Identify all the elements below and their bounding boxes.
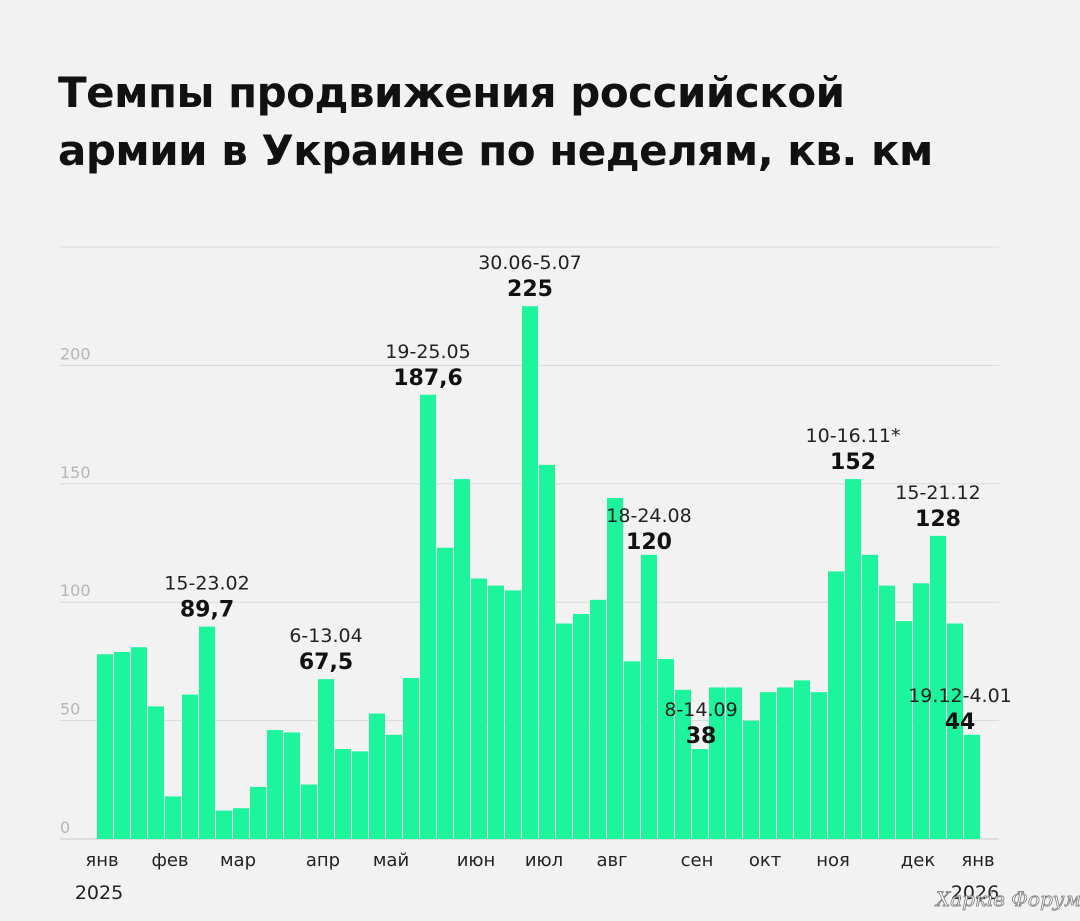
y-tick-label: 100	[60, 581, 91, 600]
bar	[267, 730, 283, 839]
x-month-label: янв	[85, 850, 118, 871]
chart-title: Темпы продвижения российской армии в Укр…	[58, 64, 1018, 180]
annotation-value: 38	[686, 724, 717, 749]
bar	[250, 786, 266, 839]
x-month-label: сен	[681, 850, 714, 871]
x-month-label: окт	[749, 850, 781, 871]
annotation-date: 30.06-5.07	[478, 252, 582, 274]
bar	[216, 810, 232, 839]
annotation-date: 18-24.08	[606, 505, 691, 527]
bar	[607, 498, 623, 839]
annotation-value: 128	[915, 507, 961, 532]
bar	[488, 585, 504, 839]
bar	[97, 654, 113, 839]
annotation-date: 10-16.11*	[806, 425, 901, 447]
y-axis-ticks: 0 50 100 150 200	[60, 344, 91, 837]
x-axis-labels: янв фев мар апр май июн июл авг сен окт ноя дек янв 2…	[75, 850, 999, 904]
bar	[913, 583, 929, 839]
x-month-label: дек	[901, 850, 936, 871]
x-month-label: авг	[596, 850, 627, 871]
x-month-label: ноя	[816, 850, 850, 871]
bar	[964, 734, 980, 839]
bar	[148, 706, 164, 839]
bar	[369, 713, 385, 839]
bar	[131, 647, 147, 839]
annotation-date: 8-14.09	[664, 699, 737, 721]
annotation-date: 6-13.04	[289, 625, 362, 647]
bar	[114, 651, 130, 839]
bar	[318, 679, 334, 839]
x-month-label: янв	[961, 850, 994, 871]
bar	[556, 623, 572, 839]
annotation-date: 19.12-4.01	[908, 685, 1012, 707]
bar	[284, 732, 300, 839]
bar	[471, 578, 487, 839]
chart-title-line-1: Темпы продвижения российской	[58, 68, 845, 117]
bar	[658, 659, 674, 839]
bar	[896, 621, 912, 839]
annotation-value: 187,6	[393, 366, 463, 391]
bar	[505, 590, 521, 839]
bar	[454, 479, 470, 839]
bar	[182, 694, 198, 839]
x-month-label: апр	[306, 850, 340, 871]
bar	[437, 547, 453, 839]
bar	[794, 680, 810, 839]
y-tick-label: 200	[60, 344, 91, 363]
bar	[930, 535, 946, 839]
bar	[760, 692, 776, 839]
bar	[165, 796, 181, 839]
bar	[709, 687, 725, 839]
bar	[947, 623, 963, 839]
bar	[420, 394, 436, 839]
x-month-label: фев	[151, 850, 188, 871]
x-month-label: июл	[525, 850, 563, 871]
bar	[301, 784, 317, 839]
bar	[879, 585, 895, 839]
bar	[726, 687, 742, 839]
chart-title-line-2: армии в Украине по неделям, кв. км	[58, 126, 933, 175]
annotation-date: 15-21.12	[895, 482, 980, 504]
bar	[386, 734, 402, 839]
annotation-value: 225	[507, 277, 553, 302]
bar	[624, 661, 640, 839]
y-tick-label: 50	[60, 700, 80, 719]
bar	[573, 614, 589, 839]
bar	[811, 692, 827, 839]
annotation-date: 19-25.05	[385, 341, 470, 363]
y-tick-label: 150	[60, 463, 91, 482]
bar-series	[97, 306, 980, 839]
bar	[692, 749, 708, 839]
x-month-label: мар	[220, 850, 256, 871]
bar	[352, 751, 368, 839]
bar	[539, 464, 555, 839]
y-tick-label: 0	[60, 818, 70, 837]
annotation-value: 152	[830, 450, 876, 475]
x-year-label: 2026	[951, 882, 999, 904]
annotation-value: 67,5	[299, 650, 353, 675]
bar	[845, 479, 861, 839]
x-year-label: 2025	[75, 882, 123, 904]
bar	[743, 720, 759, 839]
bar	[590, 599, 606, 839]
watermark-text: Харків Форум	[934, 887, 1080, 911]
annotation-value: 44	[945, 710, 976, 735]
bar	[862, 554, 878, 839]
bar	[233, 808, 249, 839]
annotation-value: 89,7	[180, 598, 234, 623]
bar	[199, 626, 215, 839]
x-month-label: май	[373, 850, 409, 871]
bar	[675, 689, 691, 839]
bar	[522, 306, 538, 839]
bar	[777, 687, 793, 839]
bar	[641, 554, 657, 839]
annotation-date: 15-23.02	[164, 573, 249, 595]
annotation-value: 120	[626, 530, 672, 555]
bar	[828, 571, 844, 839]
bar-annotations: 89,7 15-23.02 67,5 6-13.04 187,6 19-25.05 225 3…	[164, 252, 1012, 749]
bar	[403, 677, 419, 839]
bar	[335, 749, 351, 839]
x-month-label: июн	[457, 850, 496, 871]
